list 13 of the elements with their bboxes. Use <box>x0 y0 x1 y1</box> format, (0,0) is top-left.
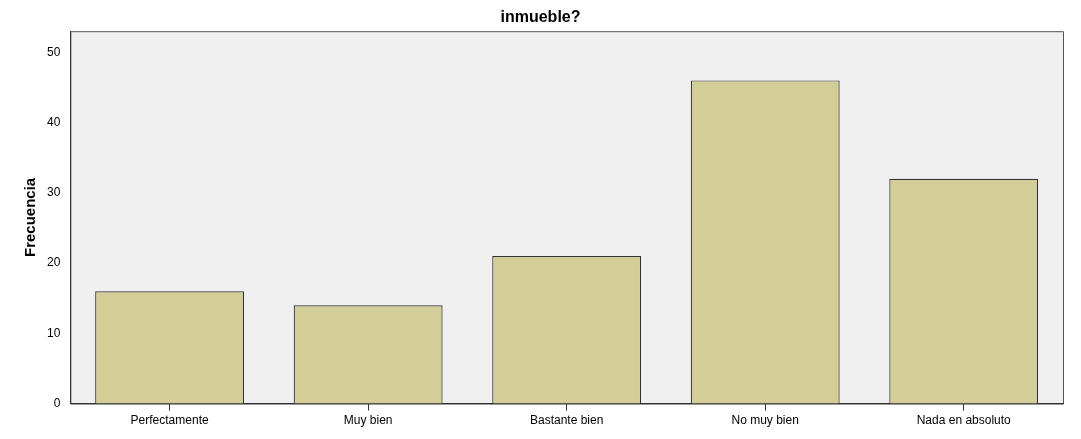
chart-title: inmueble? <box>500 8 581 26</box>
y-tick-label: 0 <box>53 395 61 410</box>
y-axis-title: Frecuencia <box>21 177 39 258</box>
x-tick-label: Perfectamente <box>130 413 209 428</box>
y-tick-label: 30 <box>46 185 61 200</box>
y-tick-label: 40 <box>46 114 61 129</box>
x-tick-label: Muy bien <box>343 413 393 428</box>
x-tick-label: No muy bien <box>731 413 799 428</box>
y-tick-label: 20 <box>46 255 61 270</box>
x-tick-label: Bastante bien <box>529 413 604 428</box>
y-tick-label: 10 <box>46 325 61 340</box>
y-tick-label: 50 <box>46 44 61 59</box>
x-tick-label: Nada en absoluto <box>916 413 1012 428</box>
